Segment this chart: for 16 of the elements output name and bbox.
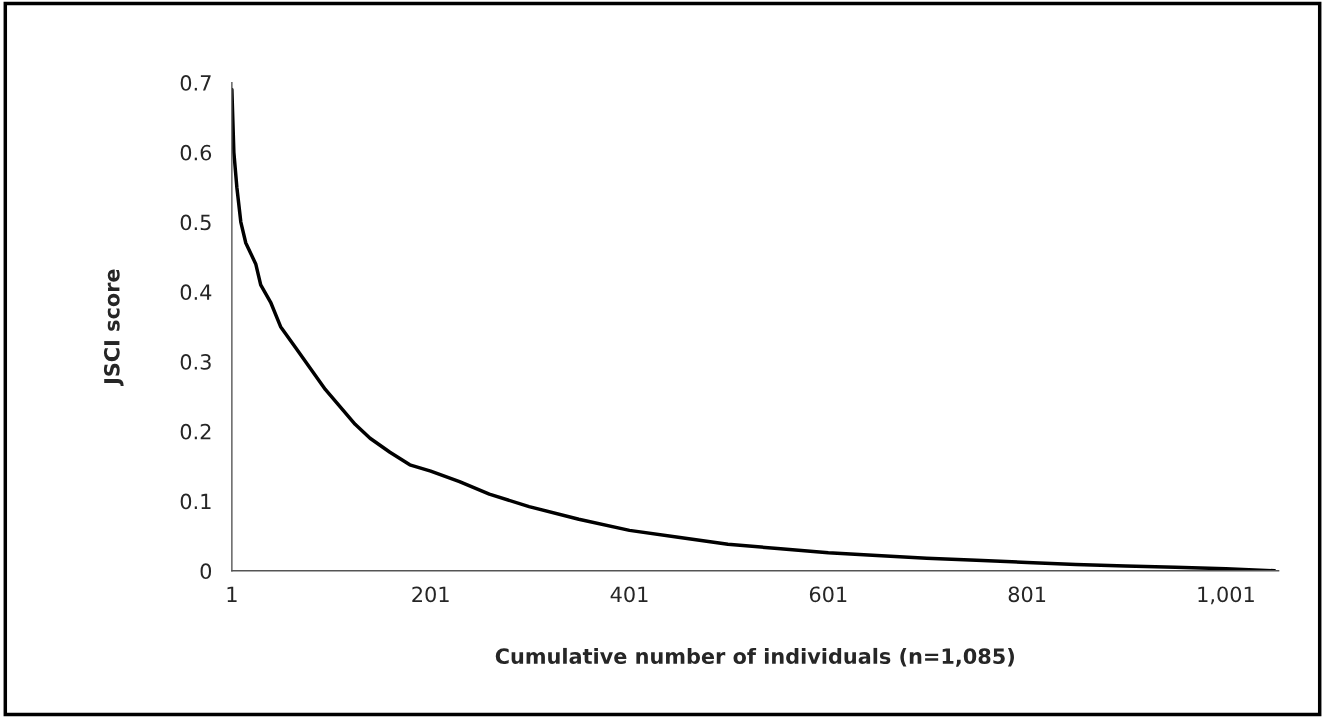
x-axis-title: Cumulative number of individuals (n=1,085) xyxy=(495,647,1014,667)
x-tick-label: 1 xyxy=(227,586,237,602)
y-tick-label: 0.4 xyxy=(180,284,212,301)
y-tick-label: 0.3 xyxy=(180,354,211,370)
x-tick-label: 601 xyxy=(809,586,847,603)
x-tick-label: 801 xyxy=(1008,586,1046,603)
y-tick-label: 0.5 xyxy=(180,214,211,231)
x-tick-label: 201 xyxy=(412,586,449,603)
y-tick-label: 0 xyxy=(200,563,212,580)
y-tick-label: 0.7 xyxy=(180,75,211,91)
x-tick-label: 1,001 xyxy=(1198,586,1254,605)
x-tick-label: 401 xyxy=(610,586,648,603)
y-tick-label: 0.6 xyxy=(180,144,212,161)
y-tick-label: 0.2 xyxy=(180,423,211,440)
y-axis-title: JSCI score xyxy=(103,269,124,387)
y-tick-label: 0.1 xyxy=(180,493,211,510)
